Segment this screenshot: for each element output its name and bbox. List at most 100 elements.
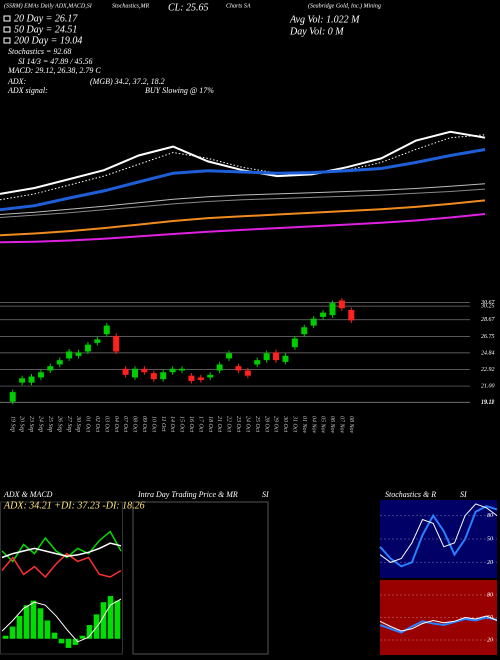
x-tick-label: 23 Sep xyxy=(28,416,34,432)
x-tick-label: 21 Oct xyxy=(216,416,222,432)
panel-title: Stochastics & R xyxy=(385,490,436,499)
candle-body xyxy=(329,303,336,316)
x-tick-label: 04 Oct xyxy=(113,416,120,432)
indicator-line xyxy=(0,213,486,244)
ema-legend: 200 Day = 19.04 xyxy=(14,35,82,46)
candle-body xyxy=(263,353,270,361)
histogram-bar xyxy=(72,638,79,645)
y-tick-label: 50 xyxy=(487,536,493,542)
candle-body xyxy=(75,352,82,356)
candle-body xyxy=(66,351,73,359)
x-tick-label: 11 Oct xyxy=(160,416,166,432)
histogram-bar xyxy=(86,625,93,639)
candle-body xyxy=(178,368,186,371)
candle-body xyxy=(9,392,16,402)
day-volume: Day Vol: 0 M xyxy=(289,26,344,37)
legend-swatch xyxy=(3,26,11,33)
x-tick-label: 25 Sep xyxy=(47,416,53,432)
candle-body xyxy=(348,310,355,321)
candle-body xyxy=(207,374,214,378)
panel-bg xyxy=(380,580,497,655)
y-tick-label: 20 xyxy=(487,560,493,566)
y-tick-label: 19.11 xyxy=(481,400,494,406)
indicator-text: ADX signal: xyxy=(7,86,48,95)
candle-body xyxy=(103,325,110,335)
x-tick-label: 06 Nov xyxy=(329,416,335,434)
ema-legend: 20 Day = 26.17 xyxy=(14,13,78,24)
x-tick-label: 08 Nov xyxy=(348,416,354,434)
x-tick-label: 17 Oct xyxy=(197,416,203,432)
source: Charts SA xyxy=(226,3,251,9)
x-tick-label: 03 Oct xyxy=(103,416,109,432)
x-tick-label: 01 Nov xyxy=(301,416,307,434)
indicator-line xyxy=(379,615,498,632)
close-price: CL: 25.65 xyxy=(168,2,209,13)
indicator-line xyxy=(0,183,486,215)
indicator-line xyxy=(0,199,486,237)
candle-body xyxy=(310,318,317,326)
candle-body xyxy=(320,312,327,317)
x-tick-label: 15 Oct xyxy=(179,416,185,432)
histogram-bar xyxy=(16,615,23,639)
indicator-text: (MGB) 34.2, 37.2, 18.2 xyxy=(90,77,165,86)
histogram-bar xyxy=(23,605,30,639)
x-tick-label: 09 Oct xyxy=(141,416,147,432)
y-tick-label: 28.67 xyxy=(481,317,496,323)
y-tick-label: 30.67 xyxy=(480,300,496,306)
candle-body xyxy=(291,338,298,348)
x-tick-label: 07 Nov xyxy=(339,416,345,434)
candle-body xyxy=(301,327,308,335)
histogram-bar xyxy=(9,626,16,639)
candle-body xyxy=(188,375,195,381)
candle-body xyxy=(47,366,54,371)
candle-body xyxy=(197,377,204,381)
adx-panel xyxy=(0,501,123,655)
indicator-line xyxy=(379,616,498,634)
panel-title: SI xyxy=(460,490,467,499)
x-tick-label: 20 Sep xyxy=(19,416,25,432)
indicator-line xyxy=(1,598,122,643)
histogram-bar xyxy=(2,635,9,639)
indicator-line xyxy=(1,542,122,559)
histogram-bar xyxy=(107,596,114,639)
x-tick-label: 24 Sep xyxy=(38,416,45,432)
x-tick-label: 30 Oct xyxy=(282,415,288,432)
candle-body xyxy=(169,368,176,373)
candle-body xyxy=(160,372,167,380)
intraday-panel xyxy=(132,501,269,655)
histogram-bar xyxy=(79,635,86,639)
candle-body xyxy=(254,360,261,365)
panel-title: ADX & MACD xyxy=(3,490,53,499)
indicator-text: MACD: 29.12, 26.38, 2.79 C xyxy=(7,66,101,75)
candle-body xyxy=(37,372,44,378)
candle-body xyxy=(216,364,223,371)
x-tick-label: 14 Oct xyxy=(169,416,176,432)
y-tick-label: 21.00 xyxy=(481,383,495,389)
indicator-text: BUY Slowing @ 17% xyxy=(145,86,214,95)
histogram-bar xyxy=(37,608,44,639)
x-tick-label: 04 Nov xyxy=(310,416,317,434)
x-tick-label: 26 Sep xyxy=(56,416,62,432)
candle-body xyxy=(56,360,63,365)
candle-body xyxy=(113,335,120,352)
x-tick-label: 16 Oct xyxy=(188,416,194,432)
x-tick-label: 01 Oct xyxy=(85,416,91,432)
candle-body xyxy=(141,368,148,373)
candle-body xyxy=(282,355,289,362)
indicator-line xyxy=(379,505,498,568)
x-tick-label: 25 Oct xyxy=(254,416,260,432)
avg-volume: Avg Vol: 1.022 M xyxy=(289,14,360,25)
header-line: (SSRM) EMAs Daily ADX,MACD,SI xyxy=(4,2,93,9)
panel-subtitle: ADX: 34.21 +DI: 37.23 -DI: 18.26 xyxy=(3,500,145,511)
candle-body xyxy=(131,368,138,378)
x-tick-label: 05 Nov xyxy=(320,416,326,434)
y-tick-label: 24.84 xyxy=(481,349,495,356)
indicator-text: SI 14/3 = 47.89 / 45.56 xyxy=(18,57,93,66)
candle-body xyxy=(122,368,129,375)
y-tick-label: 30.25 xyxy=(480,304,495,310)
indicator-text: ADX: xyxy=(7,77,27,86)
histogram-bar xyxy=(51,632,58,639)
x-tick-label: 08 Oct xyxy=(132,416,138,432)
candle-body xyxy=(94,339,101,343)
